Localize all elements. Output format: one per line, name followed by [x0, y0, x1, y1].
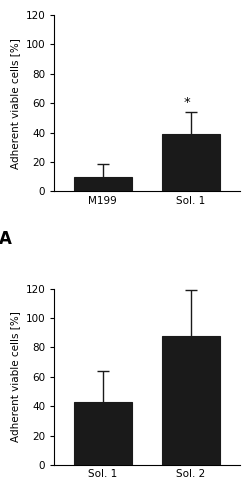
Text: *: * [183, 96, 190, 109]
Y-axis label: Adherent viable cells [%]: Adherent viable cells [%] [10, 312, 20, 442]
Y-axis label: Adherent viable cells [%]: Adherent viable cells [%] [10, 38, 20, 168]
Text: A: A [0, 230, 12, 248]
Bar [74, 402, 131, 465]
Bar [163, 134, 220, 192]
Bar [74, 177, 131, 192]
Bar [163, 336, 220, 465]
